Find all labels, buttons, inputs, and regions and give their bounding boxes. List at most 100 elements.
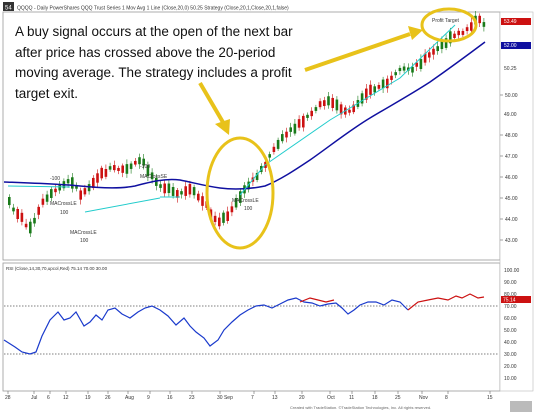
date-tick-label: 15: [487, 395, 493, 401]
candle: [230, 206, 234, 213]
candle: [365, 88, 368, 100]
candle: [75, 185, 78, 189]
candle: [138, 157, 141, 165]
candle: [33, 217, 36, 224]
candle: [440, 40, 444, 50]
candle: [419, 59, 423, 69]
candle: [117, 167, 120, 171]
footer-logo: [510, 401, 532, 412]
rsi-tick-label: 10.00: [504, 376, 517, 382]
candle: [108, 166, 112, 170]
caption-line-3: moving average. The strategy includes a …: [15, 65, 292, 80]
date-tick-label: Nov: [419, 395, 428, 401]
annotation-100-c: 100: [244, 206, 253, 212]
annotation-100-a: 100: [80, 238, 89, 244]
candle: [104, 169, 108, 177]
annotation-ma-cross-se: MACrossSE: [140, 174, 168, 180]
candle: [470, 22, 473, 31]
candle: [247, 181, 250, 190]
candle: [96, 173, 99, 183]
candle: [24, 223, 28, 228]
candle: [125, 164, 129, 174]
candle: [87, 184, 91, 192]
date-tick-label: 7: [251, 395, 254, 401]
rsi-value-box: [501, 296, 531, 303]
date-tick-label: 20: [299, 395, 305, 401]
candle: [465, 27, 469, 32]
candle: [176, 190, 179, 198]
candles: [8, 11, 486, 238]
price-labels: 53.49 52.00 50.25 49.00: [501, 18, 531, 118]
candle: [100, 167, 103, 179]
rsi-line-overbought-1: [299, 297, 335, 303]
candle: [339, 104, 343, 115]
candle: [222, 212, 225, 223]
price-axis-ticks: 50.00 48.00 47.00 46.00 45.00 44.00 43.00: [500, 93, 518, 244]
candle: [360, 93, 364, 104]
date-tick-label: 11: [349, 395, 354, 401]
date-tick-label: 13: [272, 395, 278, 401]
annotation-ma-cross-le-3: MACrossLE: [232, 198, 259, 204]
candle: [398, 67, 402, 72]
price-tick-label: 45.00: [505, 196, 518, 202]
date-tick-label: Aug: [125, 395, 134, 401]
caption-line-2: after price has crossed above the 20-per…: [15, 44, 276, 60]
candle: [163, 183, 166, 194]
date-tick-label: 18: [372, 395, 378, 401]
candle: [289, 127, 292, 132]
date-tick-label: 28: [5, 395, 11, 401]
candle: [482, 22, 486, 27]
candle: [92, 177, 95, 189]
candle: [255, 172, 259, 181]
candle: [150, 172, 154, 180]
candle: [155, 178, 158, 186]
trade-line-2: [84, 197, 161, 213]
candle: [121, 165, 124, 173]
candle: [167, 183, 171, 194]
candle: [323, 100, 326, 107]
candle: [71, 177, 74, 189]
date-tick-label: 25: [395, 395, 401, 401]
candle: [188, 183, 192, 195]
price-label: 53.49: [504, 19, 517, 25]
rsi-tick-label: 90.00: [504, 280, 517, 286]
price-axis-frame: [499, 11, 534, 392]
candle: [402, 66, 406, 71]
candle: [407, 67, 410, 71]
rsi-tick-label: 60.00: [504, 316, 517, 322]
candle: [432, 48, 435, 55]
candle: [293, 123, 297, 134]
candle: [192, 187, 196, 196]
candle: [276, 139, 280, 149]
candle: [146, 165, 150, 177]
price-tick-label: 47.00: [505, 154, 518, 160]
candle: [45, 194, 49, 202]
candle: [314, 107, 318, 111]
candle: [318, 101, 322, 108]
candle: [281, 134, 284, 142]
candle: [83, 188, 87, 195]
annotation-minus100-b: -100: [140, 164, 150, 170]
caption: A buy signal occurs at the open of the n…: [15, 22, 345, 104]
price-tick-label: 46.00: [505, 175, 518, 181]
candle: [79, 190, 82, 200]
candle: [310, 110, 313, 117]
candle: [327, 96, 330, 106]
date-axis-ticks: 28 Jul 6 12 19 26 Aug 9 16 23 30 Sep 7 13 20 Oct 11 18 25…: [5, 391, 493, 401]
arrow-to-profit-target: [304, 32, 411, 72]
candle: [12, 207, 15, 212]
candle: [457, 30, 460, 36]
rsi-current-value: 75.14: [503, 298, 516, 304]
moving-average-line: [3, 41, 486, 190]
candle: [134, 160, 137, 165]
candle: [29, 221, 32, 234]
rsi-line: [3, 297, 409, 355]
profit-target-highlight: [420, 7, 478, 43]
date-tick-label: 6: [47, 395, 50, 401]
candle: [58, 184, 61, 191]
arrow-to-buy-signal: [198, 81, 226, 126]
date-tick-label: 19: [85, 395, 91, 401]
candle: [239, 191, 242, 203]
candle: [20, 212, 24, 222]
